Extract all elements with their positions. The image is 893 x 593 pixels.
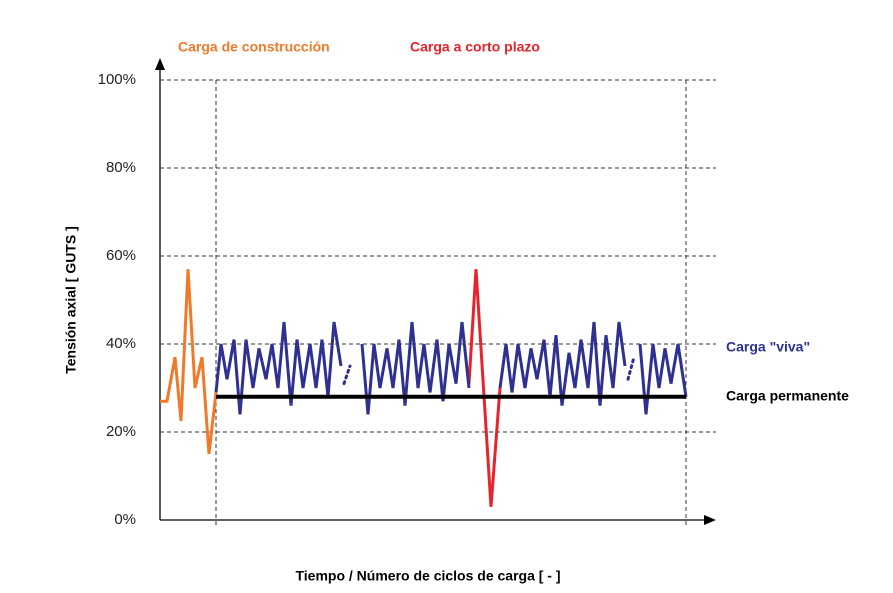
y-tick-label: 0% <box>114 511 136 528</box>
y-tick-label: 20% <box>106 423 136 440</box>
y-tick-label: 40% <box>106 335 136 352</box>
series-line <box>342 355 636 386</box>
x-axis-label: Tiempo / Número de ciclos de carga [ - ] <box>295 568 560 584</box>
series-line <box>214 321 688 415</box>
annotation: Carga a corto plazo <box>410 39 540 55</box>
annotation: Carga de construcción <box>178 39 330 55</box>
y-tick-label: 80% <box>106 159 136 176</box>
y-axis-arrow <box>155 58 165 70</box>
y-tick-label: 100% <box>98 71 136 88</box>
legend-label: Carga "viva" <box>726 339 810 355</box>
series-line <box>160 269 218 455</box>
x-axis-arrow <box>704 515 716 525</box>
y-axis-label: Tensión axial [ GUTS ] <box>63 226 79 374</box>
legend-label: Carga permanente <box>726 388 849 404</box>
y-tick-label: 60% <box>106 247 136 264</box>
series-line <box>467 269 502 507</box>
